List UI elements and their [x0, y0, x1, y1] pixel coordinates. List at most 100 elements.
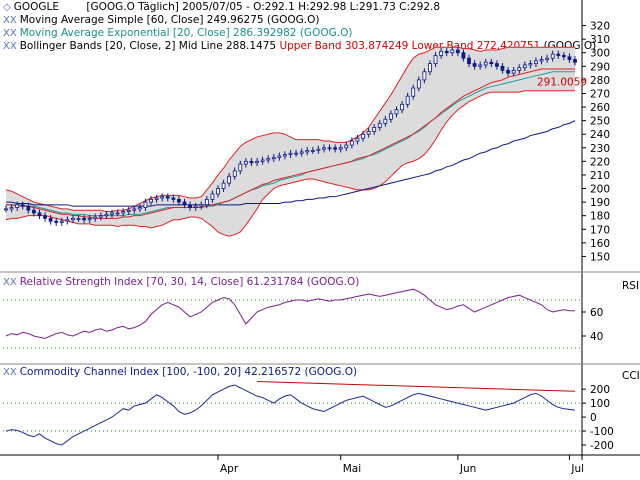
indicator-icon: XX — [3, 15, 17, 26]
candle-body — [506, 69, 510, 74]
price-y-tick-label: 200 — [590, 184, 610, 196]
sma60-line — [6, 120, 576, 207]
symbol-title: GOOGLE — [13, 1, 59, 13]
candle-body — [126, 209, 131, 213]
candle-body — [249, 160, 254, 164]
cci-y-tick-label: 100 — [590, 398, 610, 410]
candle-body — [260, 159, 265, 162]
bb-legend-bands: Upper Band 303.874249 Lower Band 272.420… — [279, 40, 541, 52]
candle-body — [444, 50, 449, 54]
price-y-tick-label: 250 — [590, 116, 610, 128]
price-y-tick-label: 240 — [590, 129, 610, 141]
candle-body — [567, 56, 572, 60]
candle-body — [500, 65, 505, 71]
candle-body — [495, 63, 499, 67]
candle-body — [132, 208, 137, 211]
candle-body — [472, 63, 477, 67]
candle-body — [316, 148, 321, 151]
candle-body — [238, 163, 243, 172]
candle-body — [216, 188, 220, 195]
candle-body — [76, 217, 81, 220]
candle-body — [338, 147, 343, 150]
candle-body — [455, 49, 460, 54]
indicator-icon: XX — [3, 367, 17, 378]
candle-body — [534, 60, 538, 64]
candle-body — [37, 212, 42, 217]
candle-body — [483, 61, 488, 66]
price-y-tick-label: 160 — [590, 238, 610, 250]
candle-body — [394, 109, 399, 115]
candle-body — [121, 211, 126, 214]
price-y-tick-label: 190 — [590, 197, 610, 209]
cci-y-tick-label: 0 — [590, 412, 597, 424]
candle-body — [310, 150, 315, 152]
candle-body — [137, 207, 142, 210]
price-y-tick-label: 280 — [590, 75, 610, 87]
candle-body — [411, 87, 416, 97]
rsi-legend[interactable]: XX Relative Strength Index [70, 30, 14, C… — [3, 276, 359, 289]
indicator-icon: XX — [3, 277, 17, 288]
candle-body — [305, 150, 310, 153]
cci-y-tick-label: 200 — [590, 384, 610, 396]
candle-body — [349, 140, 354, 146]
symbol-info: [GOOG.O Täglich] 2005/07/05 - O:292.1 H:… — [86, 1, 441, 13]
cci-line — [5, 384, 576, 446]
rsi-y-tick-label: 40 — [590, 331, 603, 343]
cci-legend-text: Commodity Channel Index [100, -100, 20] … — [19, 366, 358, 378]
candle-body — [104, 213, 109, 217]
cci-pane-label: CCI — [622, 370, 640, 382]
cci-legend[interactable]: XX Commodity Channel Index [100, -100, 20… — [3, 366, 357, 379]
bollinger-upper-line — [5, 46, 575, 213]
candle-body — [528, 63, 533, 66]
candle-body — [299, 151, 304, 154]
price-y-tick-label: 180 — [590, 211, 610, 223]
candle-body — [188, 204, 192, 208]
candle-body — [517, 67, 522, 71]
rsi-legend-text: Relative Strength Index [70, 30, 14, Clo… — [19, 276, 360, 288]
rsi-y-tick-label: 60 — [590, 307, 603, 319]
candle-body — [478, 64, 483, 67]
candle-body — [82, 217, 86, 221]
candle-body — [232, 170, 237, 177]
candle-body — [271, 156, 276, 160]
candle-body — [450, 49, 455, 54]
candle-body — [344, 144, 349, 149]
candle-body — [227, 175, 232, 184]
candle-body — [182, 201, 187, 206]
candle-body — [48, 217, 53, 222]
price-y-tick-label: 320 — [590, 21, 610, 33]
price-y-tick-label: 260 — [590, 102, 610, 114]
candle-body — [71, 217, 75, 221]
candle-body — [20, 204, 25, 207]
candle-body — [383, 118, 388, 124]
candle-body — [177, 198, 181, 203]
candle-body — [539, 59, 544, 62]
candle-body — [511, 69, 516, 74]
candle-body — [98, 215, 103, 218]
rsi-line — [5, 288, 575, 339]
candle-body — [461, 52, 466, 59]
x-tick-label: Apr — [220, 463, 239, 475]
sma-legend[interactable]: XX Moving Average Simple [60, Close] 249.… — [3, 14, 320, 27]
candle-body — [266, 158, 271, 161]
candle-body — [204, 198, 209, 206]
candle-body — [115, 212, 120, 215]
candle-body — [43, 215, 47, 219]
candle-body — [210, 193, 215, 200]
sma-legend-text: Moving Average Simple [60, Close] 249.96… — [19, 14, 320, 26]
candle-body — [277, 155, 282, 158]
rsi-pane-label: RSI — [622, 280, 639, 292]
candle-body — [405, 95, 410, 105]
candle-body — [467, 57, 471, 65]
candle-body — [193, 205, 198, 208]
candle-body — [31, 209, 36, 214]
close-pane-icon[interactable]: ◇ — [3, 2, 11, 13]
candle-body — [522, 64, 527, 69]
price-y-tick-label: 170 — [590, 224, 610, 236]
candle-body — [561, 55, 566, 58]
candle-body — [550, 53, 555, 59]
cci-trendline — [257, 380, 576, 392]
price-y-tick-label: 300 — [590, 48, 610, 60]
ema-legend[interactable]: XX Moving Average Exponential [20, Close]… — [3, 27, 352, 40]
